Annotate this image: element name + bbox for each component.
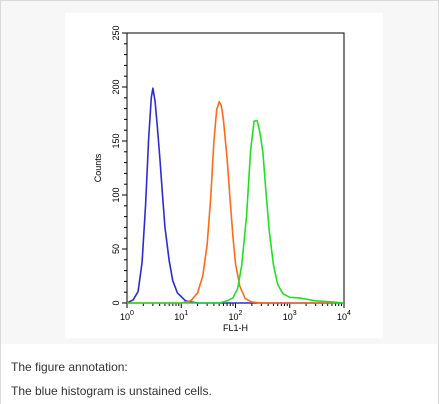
histogram-series-line xyxy=(126,87,344,304)
x-axis-title: FL1-H xyxy=(223,323,248,333)
x-tick-label: 103 xyxy=(283,310,297,322)
y-tick-label: 200 xyxy=(111,79,121,94)
histogram-series-line xyxy=(127,119,345,304)
histogram-series-line xyxy=(127,100,344,304)
x-tick-label: 100 xyxy=(120,310,134,322)
x-tick-label: 101 xyxy=(174,310,188,322)
figure-frame: 0 50 100 150 200 250 100 101 102 103 104 FL1-H Count… xyxy=(0,0,439,346)
x-tick-label: 102 xyxy=(229,310,243,322)
flow-cytometry-histogram: 0 50 100 150 200 250 100 101 102 103 104 FL1-H Count… xyxy=(93,25,351,333)
y-tick-label: 250 xyxy=(111,25,121,40)
annotation-text: The blue histogram is unstained cells. xyxy=(11,384,212,398)
y-tick-label: 0 xyxy=(111,300,121,305)
annotation-title: The figure annotation: xyxy=(11,360,128,374)
y-tick-label: 100 xyxy=(111,187,121,202)
figure-card: 0 50 100 150 200 250 100 101 102 103 104 FL1-H Count… xyxy=(65,13,383,338)
annotation-section: The figure annotation: The blue histogra… xyxy=(0,344,439,404)
y-tick-label: 50 xyxy=(111,244,121,254)
x-tick-label: 104 xyxy=(337,310,351,322)
y-tick-label: 150 xyxy=(111,133,121,148)
y-axis-title: Counts xyxy=(93,153,103,182)
